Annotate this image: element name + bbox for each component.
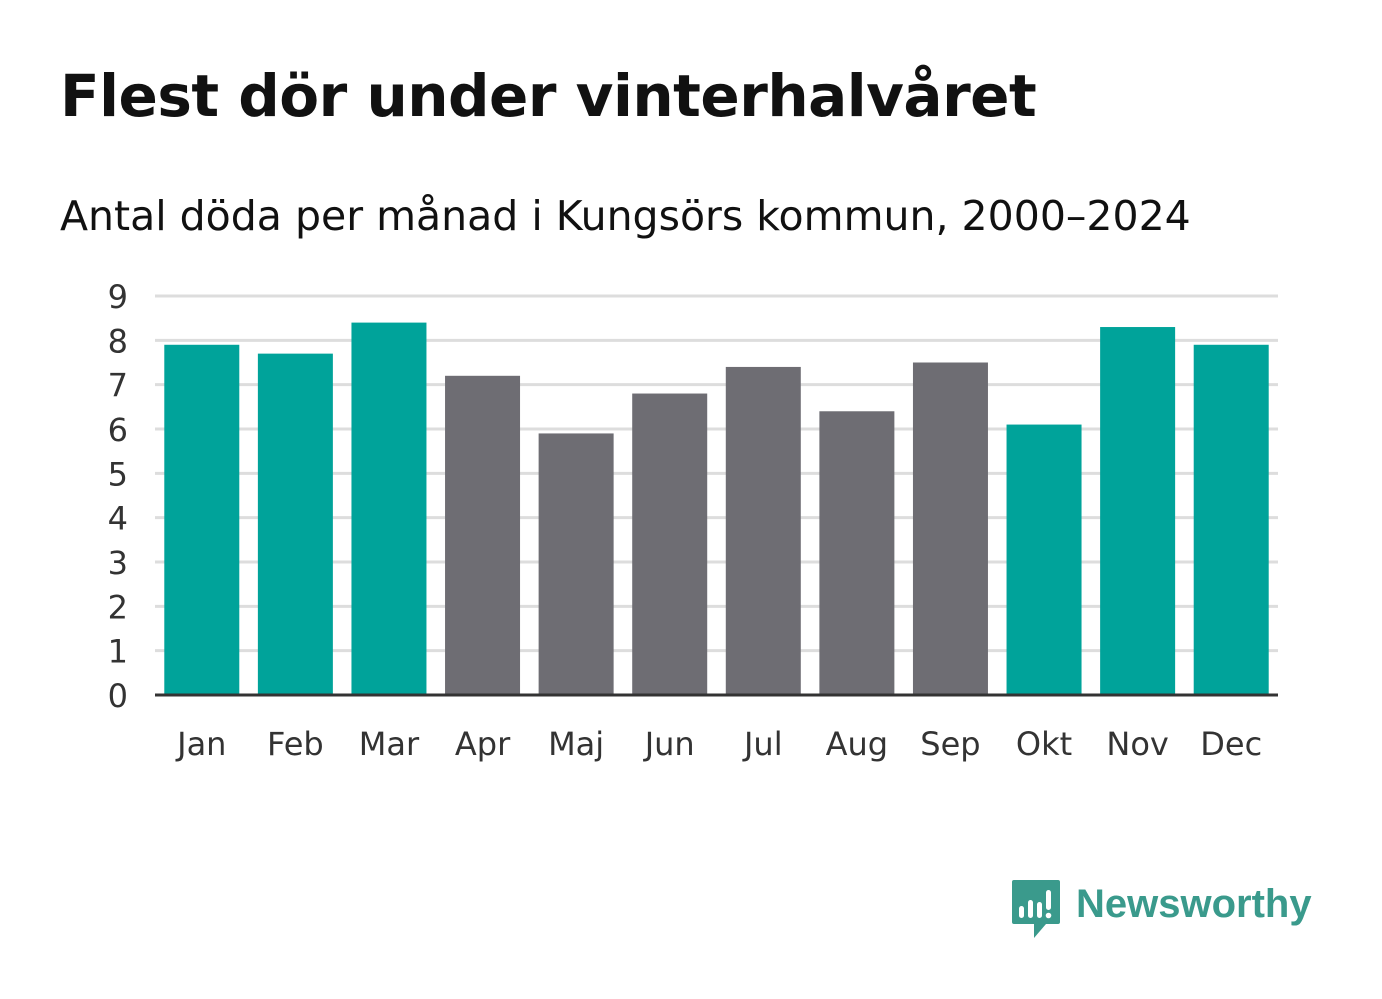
- x-tick-label: Apr: [455, 725, 511, 763]
- bar-mar: [351, 322, 427, 695]
- x-tick-label: Jun: [643, 725, 695, 763]
- x-tick-label: Mar: [359, 725, 420, 763]
- x-tick-label: Dec: [1200, 725, 1262, 763]
- x-tick-label: Maj: [548, 725, 604, 763]
- y-tick-label: 7: [108, 367, 128, 405]
- bar-jun: [632, 393, 708, 695]
- x-tick-label: Jan: [175, 725, 226, 763]
- chart-subtitle: Antal döda per månad i Kungsörs kommun, …: [60, 192, 1191, 240]
- y-tick-label: 2: [108, 588, 128, 626]
- y-tick-label: 1: [108, 633, 128, 671]
- x-axis-ticks: Jan Feb Mar Apr Maj Jun Jul Aug Sep Okt Nov Dec: [175, 725, 1262, 763]
- bar-aug: [819, 411, 895, 695]
- bar-dec: [1193, 344, 1269, 695]
- x-tick-label: Jul: [742, 725, 783, 763]
- y-tick-label: 3: [108, 544, 128, 582]
- bar-maj: [538, 433, 614, 695]
- y-tick-label: 4: [108, 500, 128, 538]
- y-tick-label: 0: [108, 677, 128, 715]
- bars: [164, 322, 1269, 695]
- y-axis-ticks: 0 1 2 3 4 5 6 7 8 9: [108, 278, 128, 715]
- brand-name: Newsworthy: [1076, 882, 1312, 926]
- bar-jul: [725, 366, 801, 695]
- x-tick-label: Sep: [920, 725, 980, 763]
- bar-apr: [445, 375, 521, 695]
- newsworthy-logo-icon: [1012, 880, 1060, 938]
- x-tick-label: Feb: [267, 725, 324, 763]
- bar-okt: [1006, 424, 1082, 695]
- y-tick-label: 8: [108, 322, 128, 360]
- bar-nov: [1100, 327, 1176, 695]
- y-tick-label: 6: [108, 411, 128, 449]
- x-tick-label: Nov: [1106, 725, 1168, 763]
- chart-title: Flest dör under vinterhalvåret: [60, 62, 1037, 130]
- bar-jan: [164, 344, 240, 695]
- y-tick-label: 9: [108, 278, 128, 316]
- y-tick-label: 5: [108, 455, 128, 493]
- x-tick-label: Aug: [826, 725, 888, 763]
- bar-feb: [257, 353, 333, 695]
- gridlines: [155, 294, 1278, 653]
- brand: Newsworthy: [1010, 878, 1312, 940]
- x-tick-label: Okt: [1016, 725, 1072, 763]
- bar-sep: [912, 362, 988, 695]
